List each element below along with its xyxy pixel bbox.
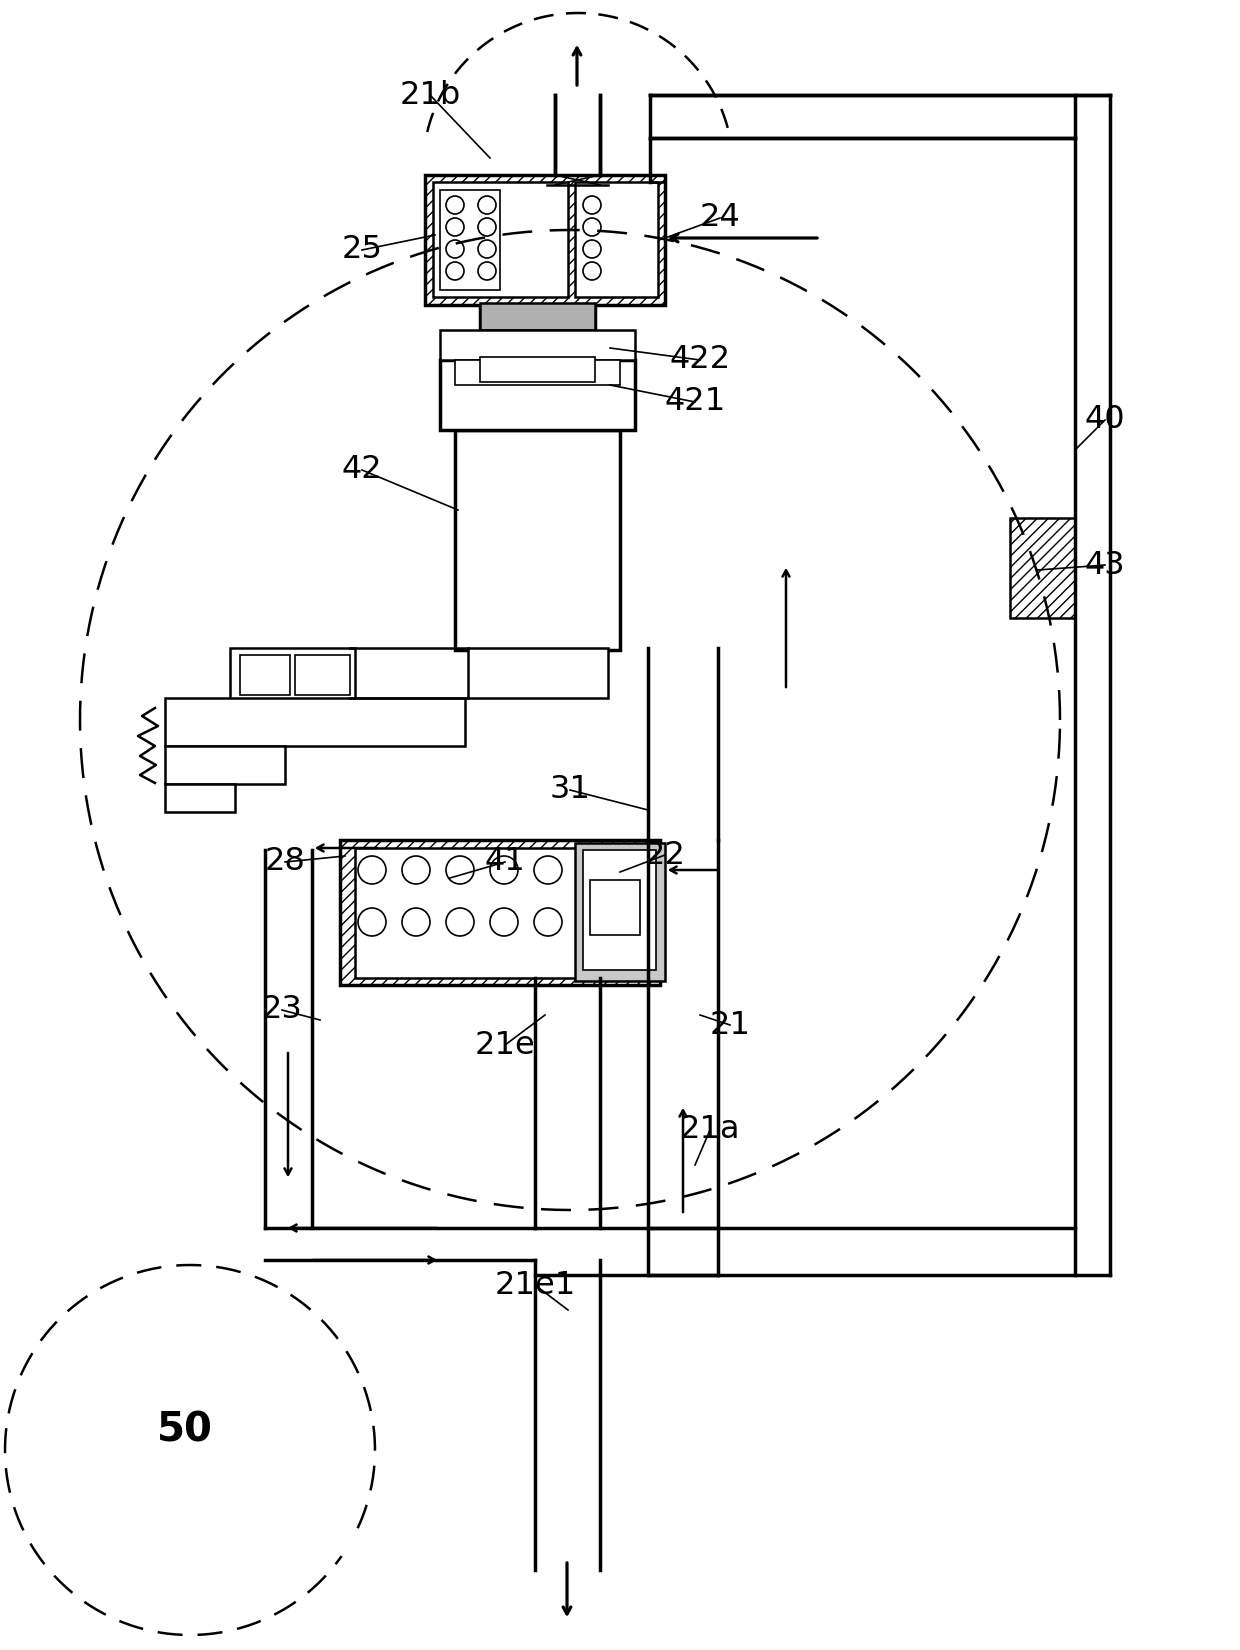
Bar [440, 190, 500, 290]
Bar [165, 784, 236, 812]
Text: 43: 43 [1085, 549, 1126, 581]
Bar [295, 655, 350, 695]
Bar [425, 175, 665, 305]
Text: 21e: 21e [475, 1030, 536, 1061]
Text: 40: 40 [1085, 404, 1126, 436]
Bar [165, 698, 465, 746]
Bar [575, 843, 665, 982]
Text: 21e1: 21e1 [495, 1269, 575, 1300]
Text: 42: 42 [342, 454, 382, 485]
Circle shape [583, 196, 601, 214]
Bar [590, 879, 640, 936]
Text: 50: 50 [157, 1411, 213, 1450]
Circle shape [477, 218, 496, 236]
Bar [455, 431, 620, 650]
Bar [480, 304, 595, 330]
Circle shape [583, 262, 601, 281]
Text: 21b: 21b [399, 79, 460, 111]
Text: 24: 24 [699, 203, 740, 234]
Bar [165, 746, 285, 784]
Bar [575, 182, 658, 297]
Bar [480, 304, 595, 360]
Circle shape [583, 218, 601, 236]
Circle shape [490, 856, 518, 884]
Text: 21: 21 [709, 1010, 750, 1041]
Text: 31: 31 [549, 774, 590, 805]
Text: 21a: 21a [680, 1114, 740, 1145]
Text: 422: 422 [670, 345, 730, 376]
Text: 22: 22 [645, 840, 686, 871]
Bar [340, 840, 660, 985]
Bar [467, 648, 608, 698]
Circle shape [402, 856, 430, 884]
Circle shape [446, 196, 464, 214]
Text: 421: 421 [665, 386, 725, 417]
Circle shape [358, 856, 386, 884]
Bar [241, 655, 290, 695]
Circle shape [402, 908, 430, 936]
Circle shape [583, 239, 601, 257]
Circle shape [446, 239, 464, 257]
Circle shape [534, 856, 562, 884]
Text: 28: 28 [264, 846, 305, 878]
Bar [455, 360, 620, 384]
Circle shape [446, 856, 474, 884]
Text: 41: 41 [485, 846, 526, 878]
Circle shape [446, 908, 474, 936]
Circle shape [477, 196, 496, 214]
Circle shape [446, 218, 464, 236]
Circle shape [477, 262, 496, 281]
Bar [1011, 518, 1075, 619]
Bar [583, 850, 656, 970]
Bar [440, 330, 635, 360]
Circle shape [490, 908, 518, 936]
Bar [229, 648, 355, 703]
Text: 25: 25 [341, 234, 382, 266]
Circle shape [534, 908, 562, 936]
Text: 23: 23 [262, 995, 303, 1026]
Circle shape [358, 908, 386, 936]
Bar [440, 360, 635, 431]
Circle shape [446, 262, 464, 281]
Bar [480, 356, 595, 383]
Circle shape [477, 239, 496, 257]
Bar [433, 182, 568, 297]
Bar [355, 848, 595, 978]
